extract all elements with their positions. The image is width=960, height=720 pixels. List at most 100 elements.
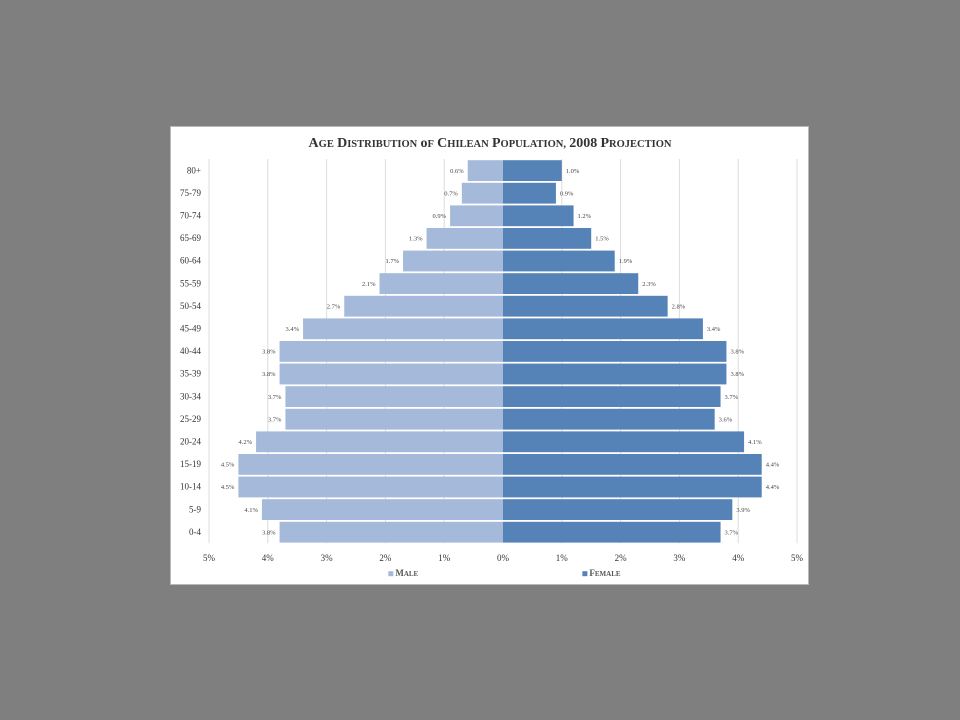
female-bar [503, 295, 668, 317]
x-tick-label: 5% [791, 553, 804, 563]
x-tick-label: 3% [321, 553, 334, 563]
female-data-label: 1.0% [566, 168, 580, 175]
male-data-label: 3.8% [262, 349, 276, 356]
female-bar [503, 273, 639, 294]
category-label: 20-24 [180, 437, 201, 447]
category-label: 0-4 [189, 527, 201, 537]
female-bar [503, 250, 615, 272]
legend-swatch [388, 571, 394, 577]
category-label: 80+ [187, 165, 201, 175]
male-bar [344, 295, 503, 317]
axis-layer: 80+ 75-79 70-74 65-69 60-64 55-59 50-54 45-49 40… [180, 165, 804, 563]
male-data-label: 0.6% [450, 168, 464, 175]
female-data-label: 4.1% [748, 439, 762, 446]
male-bar [238, 454, 503, 475]
category-label: 50-54 [180, 301, 201, 311]
x-tick-label: 1% [438, 553, 451, 563]
chart-card: AGE DISTRIBUTION oF CHILEAN POPULATION, … [170, 126, 809, 585]
male-data-label: 2.7% [327, 303, 341, 310]
female-bar [503, 182, 556, 204]
male-data-label: 3.4% [286, 326, 300, 333]
x-tick-label: 2% [379, 553, 392, 563]
male-bar [285, 386, 503, 407]
category-label: 25-29 [180, 414, 201, 424]
female-bar [503, 341, 727, 362]
legend-label: FEMALE [589, 568, 621, 578]
x-tick-label: 3% [673, 553, 686, 563]
male-data-label: 3.7% [268, 416, 282, 423]
legend-label: MALE [395, 568, 418, 578]
male-bar [467, 160, 503, 181]
male-bar [285, 408, 503, 430]
female-bar [503, 408, 715, 430]
category-label: 65-69 [180, 233, 201, 243]
male-data-label: 4.5% [221, 462, 235, 469]
female-bar [503, 521, 721, 543]
female-bar [503, 318, 703, 340]
category-label: 30-34 [180, 391, 201, 401]
female-data-label: 3.4% [707, 326, 721, 333]
male-bar [303, 318, 503, 340]
female-bar [503, 499, 733, 520]
category-label: 45-49 [180, 324, 201, 334]
female-bar [503, 363, 727, 385]
male-data-label: 4.2% [238, 439, 252, 446]
chart-title: AGE DISTRIBUTION oF CHILEAN POPULATION, … [309, 135, 672, 151]
male-bar [238, 476, 503, 498]
male-data-label: 1.3% [409, 236, 423, 243]
category-label: 15-19 [180, 459, 201, 469]
male-bar [279, 363, 503, 385]
male-bar [426, 228, 503, 249]
category-label: 40-44 [180, 346, 201, 356]
male-data-label: 0.7% [444, 190, 458, 197]
x-tick-label: 2% [615, 553, 628, 563]
x-tick-label: 0% [497, 553, 510, 563]
category-label: 35-39 [180, 369, 201, 379]
legend: MALE FEMALE [388, 568, 621, 578]
male-data-label: 2.1% [362, 281, 376, 288]
male-bar [256, 431, 503, 453]
male-data-label: 3.8% [262, 371, 276, 378]
female-data-label: 3.8% [730, 371, 744, 378]
male-bar [403, 250, 503, 272]
x-tick-label: 4% [262, 553, 275, 563]
male-bar [279, 341, 503, 362]
bar-layer [238, 160, 762, 543]
male-bar [461, 182, 503, 204]
legend-swatch [582, 571, 588, 577]
category-label: 70-74 [180, 211, 201, 221]
female-bar [503, 454, 762, 475]
female-data-label: 3.7% [725, 529, 739, 536]
male-data-label: 0.9% [433, 213, 447, 220]
category-label: 10-14 [180, 482, 201, 492]
female-data-label: 2.3% [642, 281, 656, 288]
female-bar [503, 228, 592, 249]
female-data-label: 0.9% [560, 190, 574, 197]
female-data-label: 1.5% [595, 236, 609, 243]
female-data-label: 4.4% [766, 462, 780, 469]
male-bar [379, 273, 503, 294]
female-data-label: 3.7% [725, 394, 739, 401]
x-tick-label: 1% [556, 553, 569, 563]
female-bar [503, 431, 745, 453]
female-bar [503, 205, 574, 227]
male-bar [279, 521, 503, 543]
female-bar [503, 160, 562, 181]
female-data-label: 1.9% [619, 258, 633, 265]
female-bar [503, 476, 762, 498]
female-data-label: 3.8% [730, 349, 744, 356]
population-pyramid-chart: AGE DISTRIBUTION oF CHILEAN POPULATION, … [180, 135, 804, 578]
x-tick-label: 5% [203, 553, 216, 563]
male-bar [261, 499, 503, 520]
male-data-label: 3.7% [268, 394, 282, 401]
male-data-label: 4.5% [221, 484, 235, 491]
female-data-label: 2.8% [672, 303, 686, 310]
label-layer: 0.6% 1.0% 0.7% 0.9% 0.9% 1.2% 1.3% 1.5% 1.7% 1.9%… [221, 168, 780, 537]
x-tick-label: 4% [732, 553, 745, 563]
female-data-label: 1.2% [578, 213, 592, 220]
category-label: 60-64 [180, 256, 201, 266]
female-bar [503, 386, 721, 407]
category-label: 5-9 [189, 504, 201, 514]
category-label: 55-59 [180, 278, 201, 288]
male-data-label: 3.8% [262, 529, 276, 536]
